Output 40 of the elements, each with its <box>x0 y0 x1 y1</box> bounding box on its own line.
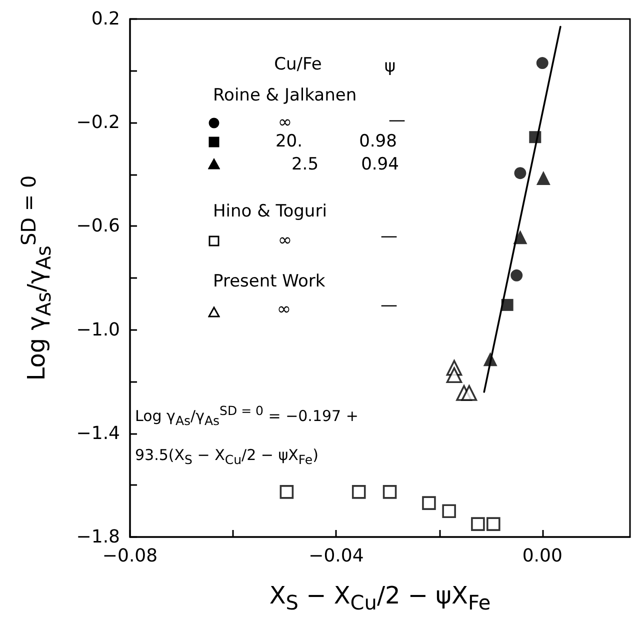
point <box>510 269 523 282</box>
annotation: — <box>380 226 398 246</box>
annotation: Log γ$_{As}$/γ$_{As}$$^{SD = 0}$ = −0.197 + <box>135 402 358 428</box>
y-tick-label: −0.6 <box>76 216 120 237</box>
x-tick-label: 0.00 <box>522 546 562 566</box>
point <box>280 485 294 499</box>
point <box>422 496 436 510</box>
x-tick-label: −0.04 <box>308 546 364 566</box>
annotation: — <box>388 110 406 130</box>
point <box>536 57 548 70</box>
point <box>352 485 366 499</box>
annotation: 0.98 <box>359 132 397 152</box>
point <box>461 385 478 401</box>
annotation: Roine & Jalkanen <box>213 86 357 106</box>
point <box>446 367 462 384</box>
y-tick-label: −0.2 <box>76 112 120 134</box>
point <box>486 517 500 531</box>
annotation: Hino & Toguri <box>213 202 327 222</box>
x-tick-label: −0.08 <box>102 546 158 566</box>
y-tick-label: −1.8 <box>76 526 120 548</box>
annotation: — <box>380 296 398 316</box>
point <box>536 171 550 186</box>
y-tick-label: −1.4 <box>76 422 120 444</box>
annotation: ψ <box>384 56 396 76</box>
point <box>382 485 397 499</box>
annotation: ∞ <box>278 230 292 250</box>
annotation: Cu/Fe <box>274 54 322 74</box>
y-tick-label: −1.0 <box>76 319 120 340</box>
annotation: ∞ <box>276 300 292 320</box>
annotation: Present Work <box>213 272 326 292</box>
x-axis-title: X$_{S}$ − X$_{Cu}$/2 − ψX$_{Fe}$ <box>269 582 491 614</box>
point <box>471 517 485 531</box>
annotation: 93.5(X$_{S}$ − X$_{Cu}$/2 − ψX$_{Fe}$) <box>135 446 318 467</box>
point <box>514 167 526 180</box>
y-tick-label: 0.2 <box>91 8 120 30</box>
annotation: 0.94 <box>361 154 399 174</box>
annotation: 20. <box>275 132 303 152</box>
point <box>442 504 456 518</box>
annotation: 2.5 <box>291 154 319 174</box>
annotation: ∞ <box>278 112 292 132</box>
